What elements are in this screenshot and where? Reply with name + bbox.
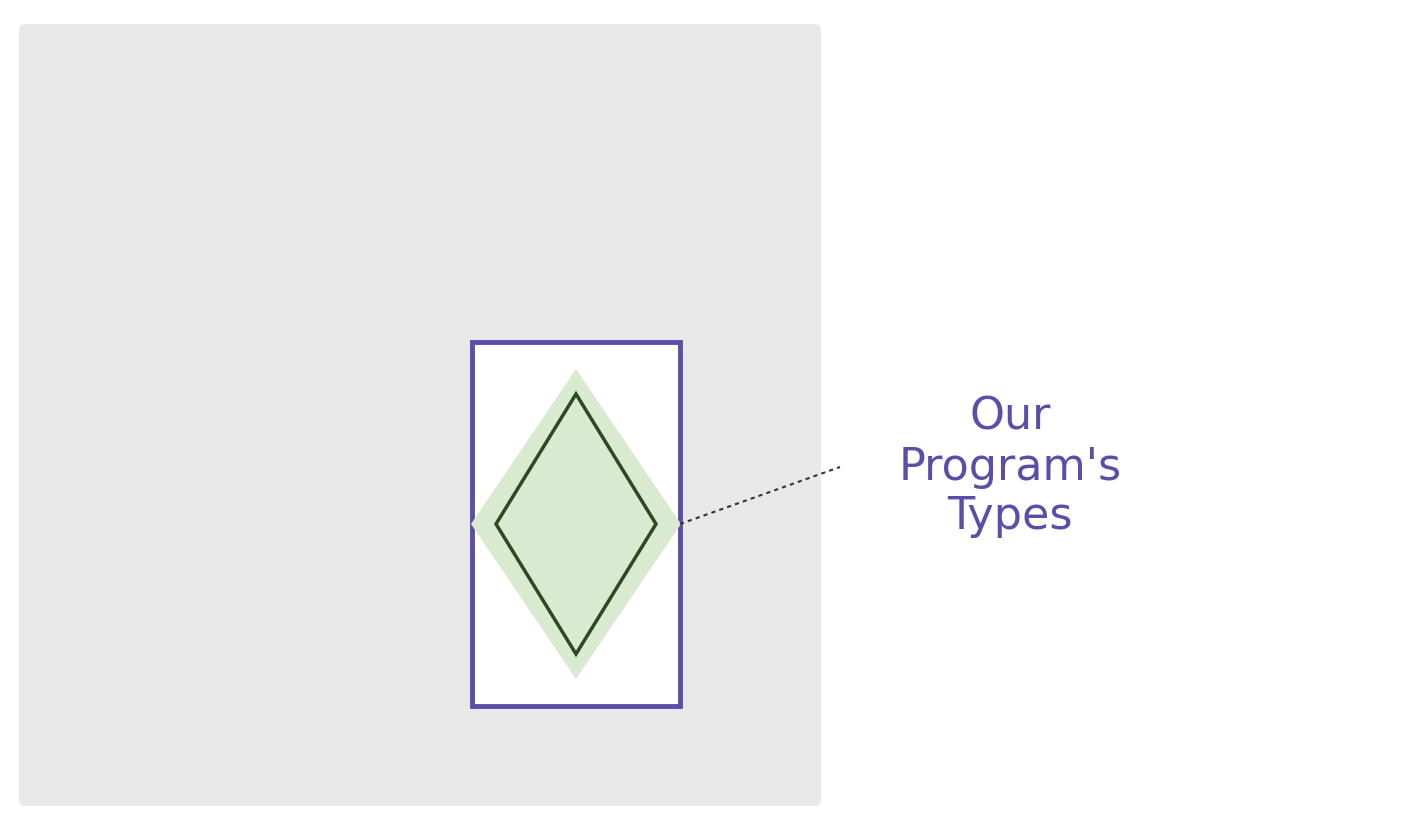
Polygon shape — [471, 369, 681, 679]
Text: Our
Program's
Types: Our Program's Types — [898, 395, 1121, 538]
Polygon shape — [496, 394, 655, 654]
FancyBboxPatch shape — [19, 24, 821, 806]
Bar — [473, 342, 680, 706]
